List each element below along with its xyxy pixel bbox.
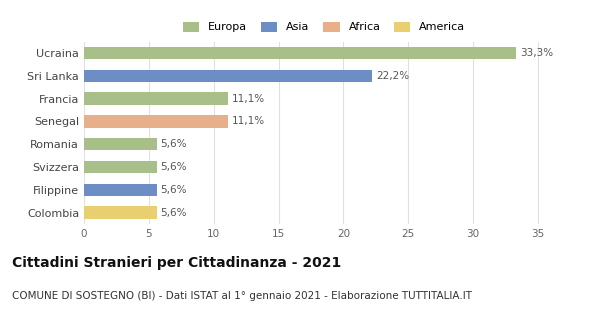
Bar bbox=[84, 69, 372, 82]
Bar bbox=[84, 92, 228, 105]
Bar bbox=[84, 206, 157, 219]
Bar bbox=[84, 47, 516, 59]
Bar bbox=[84, 184, 157, 196]
Text: 11,1%: 11,1% bbox=[232, 93, 265, 104]
Text: 5,6%: 5,6% bbox=[161, 162, 187, 172]
Text: 5,6%: 5,6% bbox=[161, 208, 187, 218]
Bar bbox=[84, 138, 157, 150]
Legend: Europa, Asia, Africa, America: Europa, Asia, Africa, America bbox=[182, 22, 466, 32]
Bar bbox=[84, 115, 228, 128]
Text: COMUNE DI SOSTEGNO (BI) - Dati ISTAT al 1° gennaio 2021 - Elaborazione TUTTITALI: COMUNE DI SOSTEGNO (BI) - Dati ISTAT al … bbox=[12, 291, 472, 301]
Text: 33,3%: 33,3% bbox=[520, 48, 553, 58]
Text: 22,2%: 22,2% bbox=[376, 71, 409, 81]
Text: 5,6%: 5,6% bbox=[161, 185, 187, 195]
Text: 5,6%: 5,6% bbox=[161, 139, 187, 149]
Bar bbox=[84, 161, 157, 173]
Text: Cittadini Stranieri per Cittadinanza - 2021: Cittadini Stranieri per Cittadinanza - 2… bbox=[12, 256, 341, 270]
Text: 11,1%: 11,1% bbox=[232, 116, 265, 126]
